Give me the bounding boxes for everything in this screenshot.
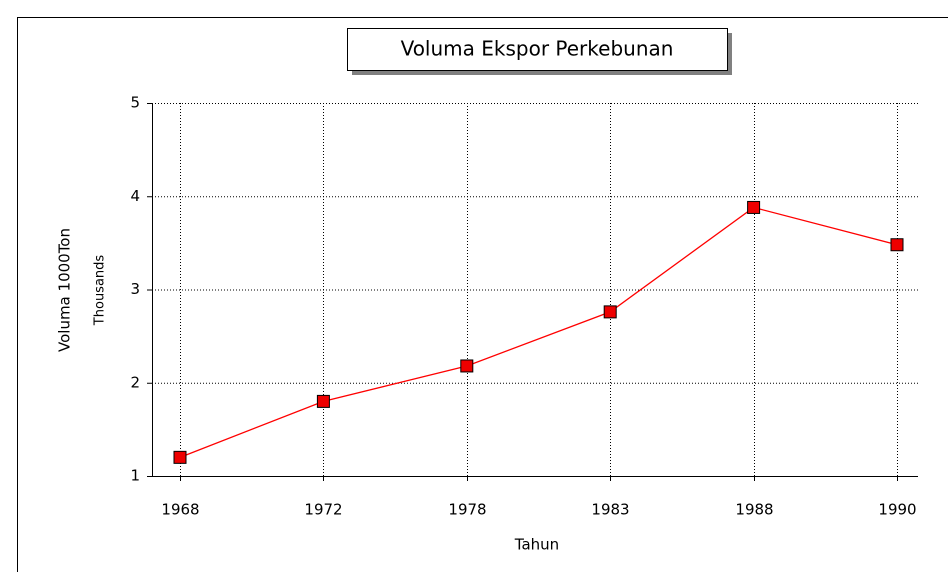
- x-tick-label: 1968: [161, 501, 199, 519]
- y-tick-label: 3: [130, 280, 140, 298]
- y-tick-label: 2: [130, 373, 140, 391]
- title-box: [347, 28, 728, 71]
- y-tick-label: 1: [130, 467, 140, 485]
- y-unit-label: Thousands: [93, 255, 108, 327]
- x-axis-label: Tahun: [514, 536, 559, 554]
- y-tick-label: 5: [130, 94, 140, 112]
- data-line: [179, 206, 898, 458]
- chart-frame: [17, 17, 948, 572]
- x-tick-label: 1983: [591, 501, 629, 519]
- y-tick-label: 4: [130, 187, 140, 205]
- x-tick-label: 1978: [448, 501, 486, 519]
- data-point: [747, 200, 761, 214]
- data-point: [173, 450, 187, 464]
- data-point: [890, 238, 904, 252]
- data-point: [460, 359, 474, 373]
- chart-title: Voluma Ekspor Perkebunan: [401, 37, 674, 61]
- data-point: [603, 305, 617, 319]
- y-axis-label: Voluma 1000Ton: [56, 228, 74, 352]
- x-tick-label: 1972: [304, 501, 342, 519]
- data-point: [316, 394, 330, 408]
- x-tick-label: 1990: [878, 501, 916, 519]
- x-tick-label: 1988: [735, 501, 773, 519]
